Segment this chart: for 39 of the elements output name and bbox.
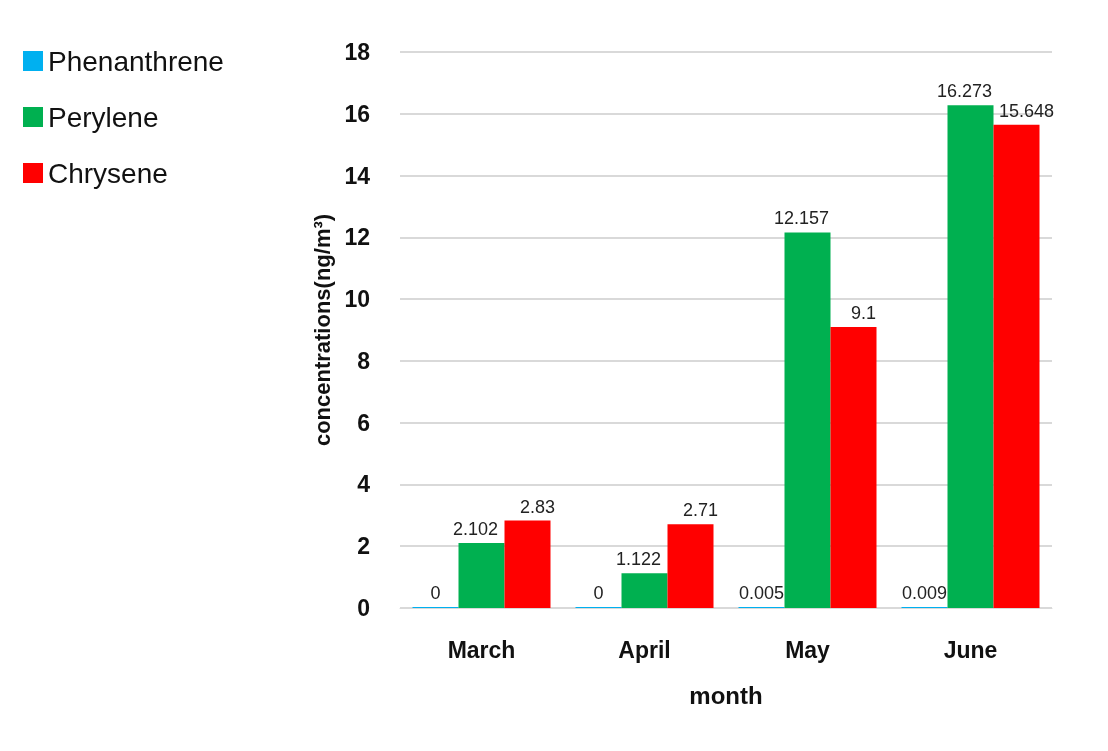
y-axis-title: concentrations(ng/m³) — [310, 213, 336, 447]
bar — [830, 326, 877, 608]
bar — [458, 543, 505, 608]
y-tick-label: 0 — [357, 595, 370, 621]
bar — [993, 124, 1040, 608]
bar — [784, 232, 831, 608]
x-tick-label: March — [447, 636, 516, 663]
bar — [947, 105, 994, 608]
y-tick-label: 6 — [357, 409, 370, 436]
data-label: 9.1 — [850, 302, 877, 323]
x-axis-title: month — [689, 681, 763, 709]
data-label: 0.005 — [738, 583, 785, 603]
bar — [667, 524, 714, 608]
x-tick-label: April — [618, 636, 671, 663]
y-tick-label: 4 — [357, 471, 371, 498]
data-label: 0 — [593, 583, 604, 603]
data-label: 16.273 — [936, 81, 993, 102]
data-label: 15.648 — [998, 100, 1055, 121]
legend-label: Perylene — [48, 101, 159, 133]
bar — [621, 573, 668, 608]
data-label: 2.71 — [682, 500, 719, 521]
x-tick-label: May — [785, 636, 831, 663]
data-label: 2.83 — [519, 496, 556, 517]
data-label: 0.009 — [901, 583, 948, 603]
data-label: 2.102 — [452, 519, 499, 540]
bar — [504, 520, 551, 608]
y-tick-label: 16 — [344, 100, 370, 127]
y-tick-label: 10 — [344, 286, 370, 313]
data-label: 0 — [430, 583, 441, 603]
y-tick-label: 12 — [344, 224, 370, 251]
y-tick-label: 2 — [357, 533, 370, 560]
data-label: 1.122 — [615, 549, 662, 570]
legend-label: Chrysene — [48, 157, 168, 189]
y-tick-label: 14 — [344, 162, 371, 189]
data-label: 12.157 — [773, 208, 830, 229]
x-tick-label: June — [943, 636, 998, 663]
legend-label: Phenanthrene — [48, 45, 224, 77]
y-tick-label: 18 — [344, 39, 371, 65]
y-tick-label: 8 — [357, 347, 371, 374]
